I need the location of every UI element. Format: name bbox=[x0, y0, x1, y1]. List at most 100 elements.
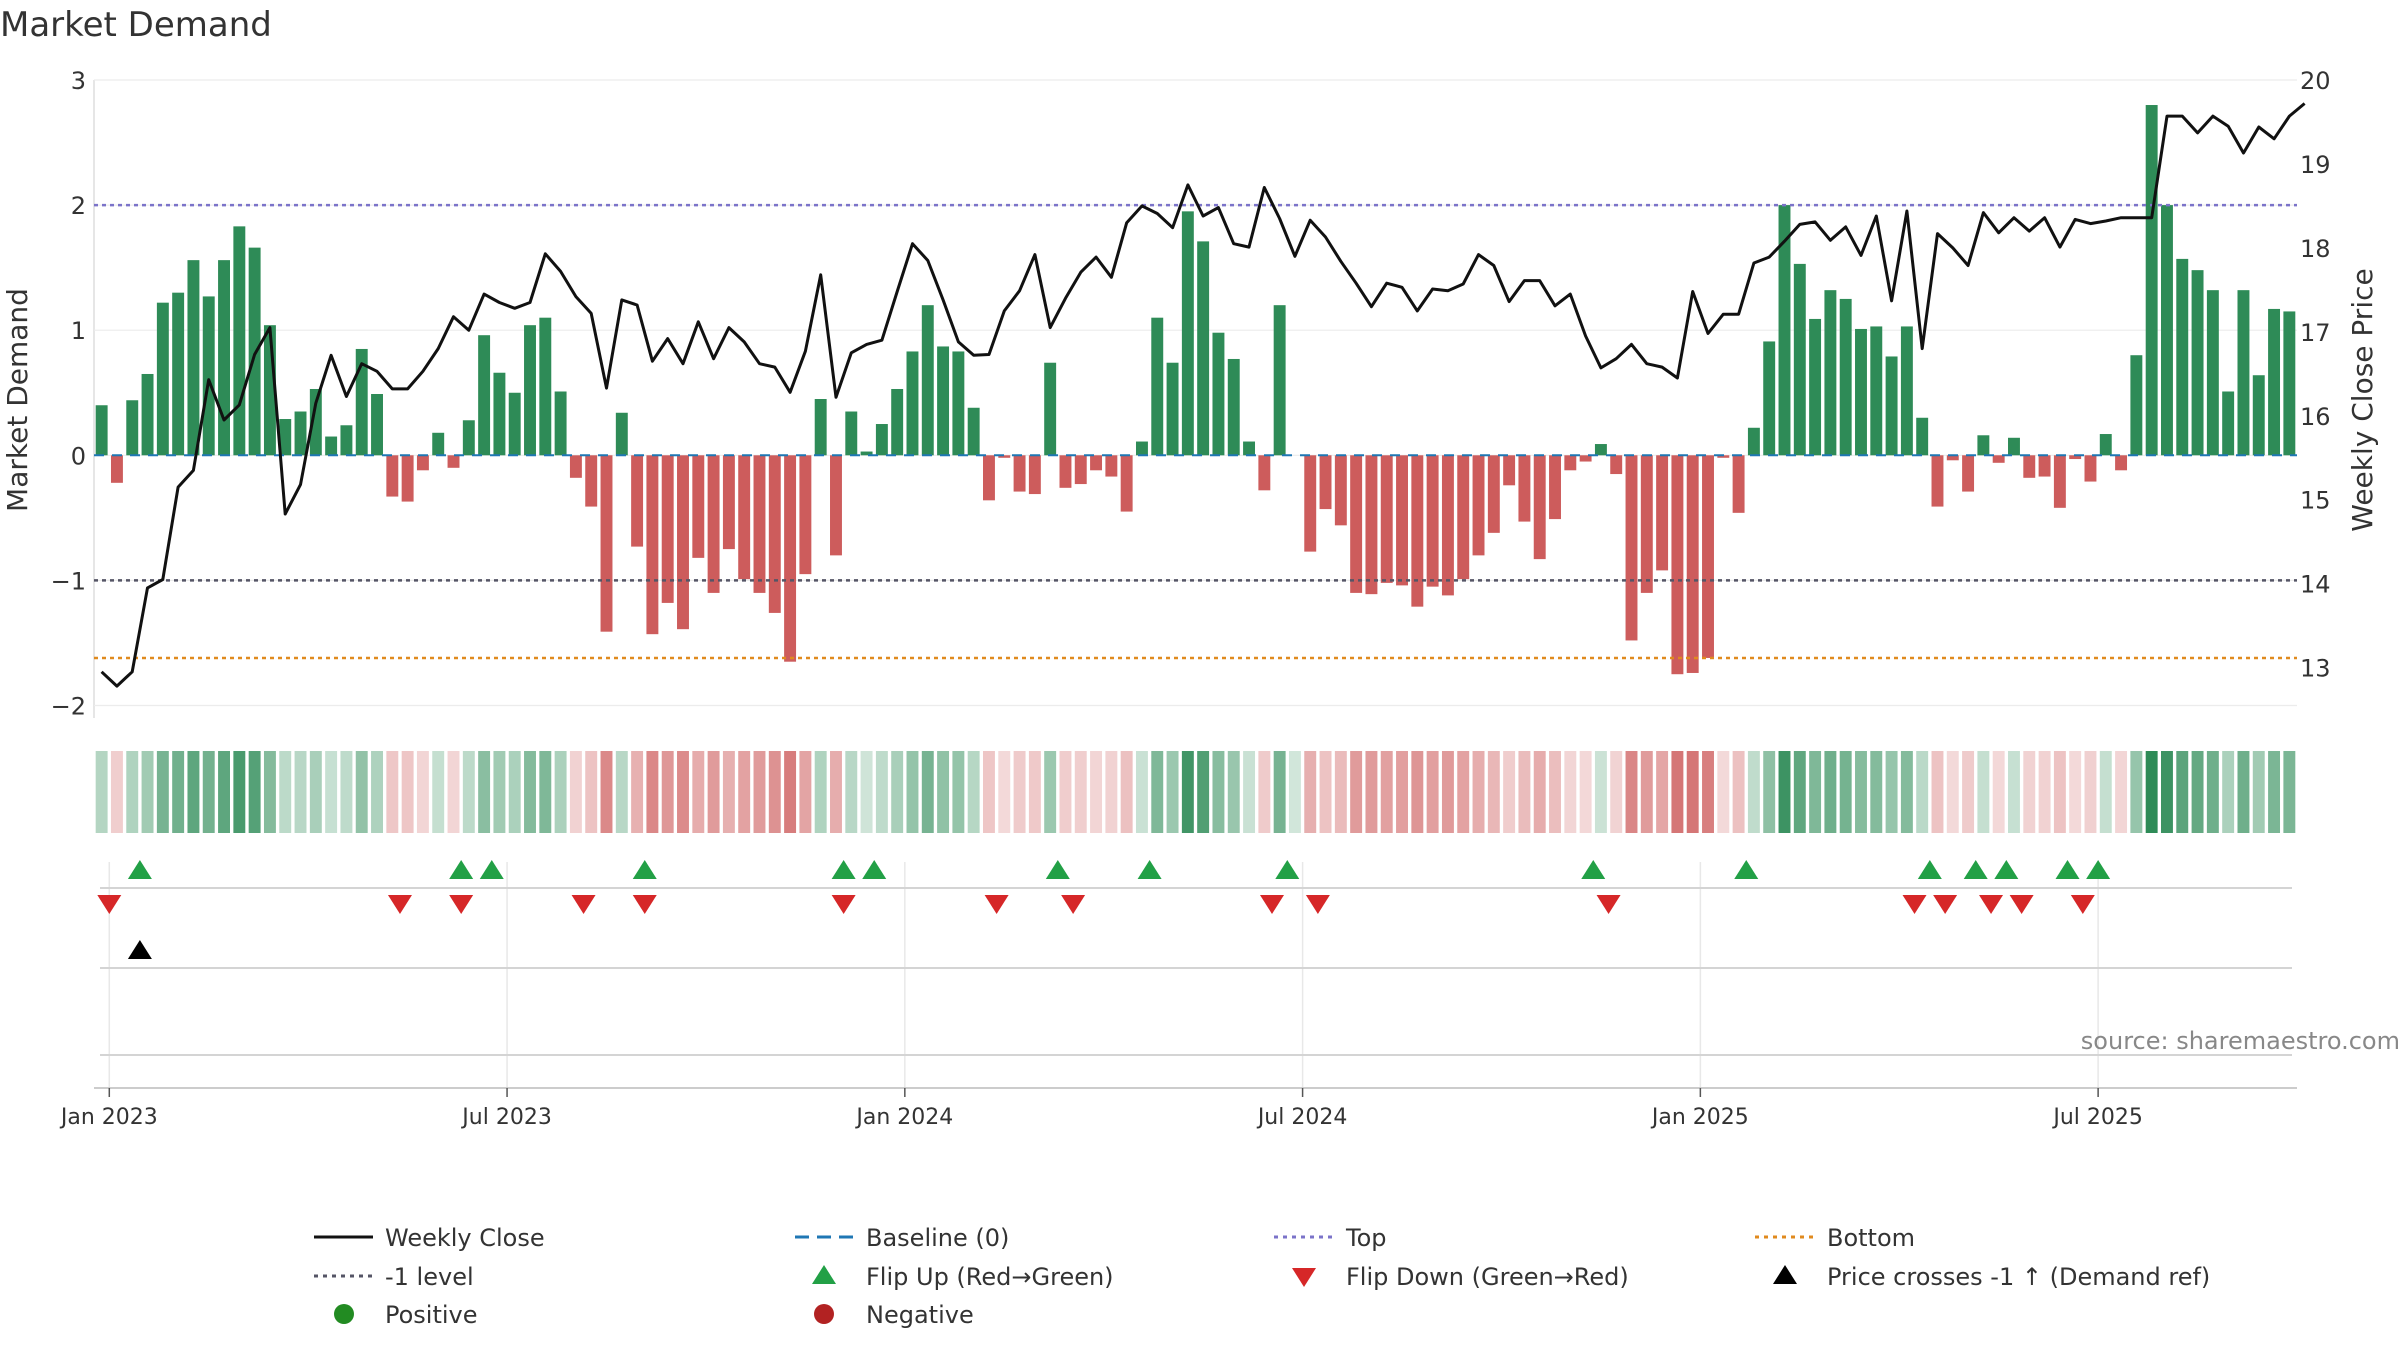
flip-down-marker bbox=[2070, 895, 2095, 914]
heat-cell bbox=[1656, 751, 1669, 833]
demand-bar bbox=[1518, 455, 1531, 522]
flip-up-marker bbox=[2086, 860, 2111, 879]
demand-bar bbox=[753, 455, 766, 593]
flip-down-marker bbox=[1305, 895, 1330, 914]
flip-up-marker bbox=[1963, 860, 1988, 879]
demand-bar bbox=[738, 455, 751, 580]
heat-cell bbox=[1671, 751, 1684, 833]
demand-bar bbox=[1931, 455, 1944, 507]
demand-bar bbox=[401, 455, 414, 502]
heat-cell bbox=[2099, 751, 2112, 833]
demand-bar bbox=[2176, 258, 2189, 456]
heat-cell bbox=[432, 751, 445, 833]
demand-bar bbox=[340, 425, 353, 456]
heat-cell bbox=[156, 751, 169, 833]
flip-down-marker bbox=[984, 895, 1009, 914]
heat-cell bbox=[814, 751, 827, 833]
heat-cell bbox=[416, 751, 429, 833]
heat-cell bbox=[1319, 751, 1332, 833]
demand-bar bbox=[1839, 298, 1852, 456]
demand-bar bbox=[1625, 455, 1638, 641]
demand-bar bbox=[1732, 455, 1745, 513]
demand-bar bbox=[661, 455, 674, 603]
y-tick-left-label: 2 bbox=[71, 192, 86, 220]
heat-cell bbox=[998, 751, 1011, 833]
heat-cell bbox=[279, 751, 292, 833]
demand-bar bbox=[1579, 455, 1592, 462]
flip-down-marker bbox=[1933, 895, 1958, 914]
heat-cell bbox=[677, 751, 689, 833]
demand-bar bbox=[539, 317, 552, 456]
demand-bar bbox=[2145, 105, 2158, 456]
heat-cell bbox=[585, 751, 598, 833]
heat-cell bbox=[1487, 751, 1500, 833]
demand-bar bbox=[172, 292, 185, 456]
y-tick-right-label: 13 bbox=[2300, 655, 2331, 683]
heat-cell bbox=[615, 751, 628, 833]
heat-cell bbox=[1135, 751, 1148, 833]
heat-cell bbox=[1304, 751, 1317, 833]
demand-bar bbox=[2161, 205, 2173, 456]
heat-cell bbox=[2053, 751, 2066, 833]
heat-cell bbox=[172, 751, 185, 833]
heat-cell bbox=[1426, 751, 1439, 833]
heat-cell bbox=[2237, 751, 2250, 833]
heat-cell bbox=[478, 751, 491, 833]
flip-up-marker bbox=[1734, 860, 1759, 879]
flip-up-marker bbox=[831, 860, 856, 879]
flip-up-marker bbox=[127, 860, 152, 879]
legend-baseline-label: Baseline (0) bbox=[866, 1224, 1009, 1252]
heat-cell bbox=[309, 751, 322, 833]
heat-cell bbox=[401, 751, 414, 833]
heat-cell bbox=[1074, 751, 1087, 833]
heat-cell bbox=[1747, 751, 1760, 833]
heat-cell bbox=[906, 751, 919, 833]
demand-bar bbox=[952, 351, 965, 456]
heat-cell bbox=[967, 751, 980, 833]
reference-lines bbox=[94, 203, 2297, 660]
heat-cell bbox=[799, 751, 812, 833]
demand-bar bbox=[2099, 434, 2112, 456]
heat-cell bbox=[1992, 751, 2005, 833]
heat-cell bbox=[126, 751, 139, 833]
heat-cell bbox=[2115, 751, 2128, 833]
demand-bar bbox=[95, 405, 108, 456]
demand-bar bbox=[1594, 444, 1607, 456]
demand-bar bbox=[1426, 455, 1439, 587]
y-tick-left-label: 1 bbox=[71, 317, 86, 345]
heat-cell bbox=[983, 751, 995, 833]
demand-bar bbox=[1747, 427, 1760, 456]
heat-cell bbox=[554, 751, 567, 833]
demand-bar bbox=[1334, 455, 1347, 526]
heat-cell bbox=[1166, 751, 1179, 833]
heat-cell bbox=[294, 751, 307, 833]
heat-cell bbox=[569, 751, 582, 833]
y-ticks-left: 3 2 1 0 −1 −2 bbox=[51, 67, 86, 720]
demand-bar bbox=[1992, 455, 2005, 463]
legend-weekly-close-label: Weekly Close bbox=[385, 1224, 545, 1252]
heat-cell bbox=[1258, 751, 1271, 833]
heat-cell bbox=[386, 751, 399, 833]
demand-bar bbox=[2206, 290, 2219, 456]
demand-bar bbox=[2222, 391, 2235, 456]
y-tick-right-label: 17 bbox=[2300, 319, 2331, 347]
demand-bar bbox=[891, 388, 904, 456]
heat-cell bbox=[447, 751, 460, 833]
heat-cell bbox=[1380, 751, 1393, 833]
demand-bar bbox=[830, 455, 842, 556]
demand-bar bbox=[2115, 455, 2128, 471]
flip-up-marker bbox=[449, 860, 474, 879]
heat-cell bbox=[1059, 751, 1072, 833]
legend-minus-one-label: -1 level bbox=[385, 1263, 474, 1291]
demand-bar bbox=[1640, 455, 1653, 593]
legend-positive-icon bbox=[334, 1304, 354, 1324]
demand-bar bbox=[2038, 455, 2051, 477]
flip-up-marker bbox=[1994, 860, 2019, 879]
heat-cell bbox=[692, 751, 705, 833]
demand-bar bbox=[585, 455, 598, 507]
demand-bar bbox=[2130, 355, 2143, 456]
heat-cell bbox=[1870, 751, 1883, 833]
weekly-close-line bbox=[100, 102, 2306, 688]
heat-cell bbox=[2023, 751, 2036, 833]
heat-cell bbox=[2161, 751, 2173, 833]
